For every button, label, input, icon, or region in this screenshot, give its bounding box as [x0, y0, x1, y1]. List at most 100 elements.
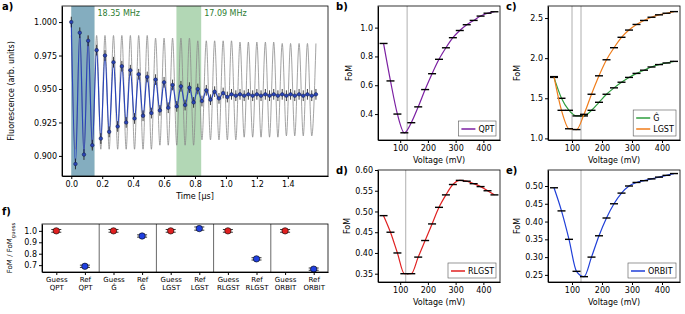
tick-mark	[314, 272, 315, 275]
data-point	[124, 121, 128, 125]
tick-label: 0.55	[355, 187, 373, 196]
tick: 200	[595, 282, 610, 295]
tick-label: 300	[625, 286, 640, 295]
tick-mark	[545, 239, 548, 240]
data-point	[663, 13, 671, 14]
group-separator	[213, 224, 214, 272]
plot-area	[550, 170, 678, 282]
data-point	[470, 183, 478, 184]
x-axis-title: Voltage (mV)	[588, 156, 640, 165]
data-point	[238, 93, 242, 97]
plot-area	[69, 6, 317, 176]
data-point	[573, 271, 581, 272]
tick-label: 1.000	[34, 18, 57, 27]
data-point	[162, 80, 166, 84]
data-point	[166, 106, 170, 110]
tick-mark	[662, 140, 663, 143]
tick-mark	[114, 272, 115, 275]
data-point	[285, 94, 289, 98]
group-separator	[99, 224, 100, 272]
tick-mark	[545, 204, 548, 205]
data-point	[107, 130, 111, 134]
data-point	[120, 64, 124, 68]
legend: ORBIT	[628, 263, 676, 278]
tick-mark	[375, 170, 378, 171]
legend-swatch	[451, 270, 465, 272]
data-point	[477, 186, 485, 187]
group-separator	[156, 224, 157, 272]
x-axis: 0.00.20.40.60.81.01.21.4	[63, 176, 329, 189]
data-point	[610, 47, 618, 48]
tick-label: 0.900	[34, 152, 57, 161]
y-axis-title: FoM	[513, 65, 522, 81]
tick-label: 0.950	[34, 85, 57, 94]
tick-label: RefLGST	[191, 276, 210, 292]
data-point	[442, 194, 450, 195]
tick-mark	[257, 272, 258, 275]
background	[0, 0, 685, 314]
data-point	[625, 77, 633, 78]
tick: 0.4	[360, 110, 378, 119]
data-point	[573, 129, 581, 130]
data-point	[209, 98, 213, 102]
tick-mark	[375, 232, 378, 233]
series-line	[71, 35, 316, 149]
data-point	[293, 94, 297, 98]
tick: 200	[595, 140, 610, 153]
tick-mark	[375, 211, 378, 212]
data-point	[640, 69, 648, 70]
tick: 0.35	[525, 235, 548, 244]
axis-line	[549, 282, 681, 283]
data-point	[610, 203, 618, 204]
tick-mark	[632, 282, 633, 285]
data-point	[558, 110, 566, 111]
data-point	[573, 115, 581, 116]
tick-label: 100	[565, 286, 580, 295]
data-point	[588, 110, 596, 111]
data-point	[230, 93, 234, 97]
x-axis-title: Voltage (mV)	[413, 298, 465, 307]
tick-mark	[545, 138, 548, 139]
data-point	[217, 97, 221, 101]
data-point	[603, 59, 611, 60]
data-point	[82, 263, 88, 269]
data-point	[213, 90, 217, 94]
tick: 0.0	[65, 176, 78, 189]
data-point	[168, 228, 174, 234]
data-point	[565, 110, 573, 111]
data-point	[311, 266, 317, 272]
data-point	[272, 93, 276, 97]
data-point	[53, 228, 59, 234]
data-point	[414, 256, 422, 257]
tick-mark	[428, 140, 429, 143]
tick-label: 0.40	[525, 218, 543, 227]
data-point	[648, 66, 656, 67]
data-point	[435, 207, 443, 208]
region-label: 18.35 MHz	[97, 9, 140, 18]
tick-label: 0.2	[96, 180, 109, 189]
data-point	[310, 94, 314, 98]
tick-label: 0.25	[525, 271, 543, 280]
data-point	[435, 59, 443, 60]
tick-mark	[375, 253, 378, 254]
tick: GuessLGST	[160, 272, 182, 292]
tick: RefLGST	[191, 272, 210, 292]
tick-label: 400	[655, 144, 670, 153]
tick-label: 0.35	[355, 270, 373, 279]
data-point	[640, 180, 648, 181]
tick-mark	[632, 140, 633, 143]
data-point	[400, 273, 408, 274]
reference-line	[405, 170, 406, 282]
data-point	[595, 102, 603, 103]
tick-mark	[257, 176, 258, 179]
tick: 100	[393, 282, 408, 295]
data-point	[603, 217, 611, 218]
tick-label: 0.50	[355, 208, 373, 217]
data-point	[648, 17, 656, 18]
data-point	[663, 62, 671, 63]
data-point	[456, 180, 464, 181]
tick-label: 0.9	[24, 238, 37, 247]
tick-mark	[142, 272, 143, 275]
axis-line	[379, 140, 501, 141]
tick-label: 1.5	[530, 94, 543, 103]
